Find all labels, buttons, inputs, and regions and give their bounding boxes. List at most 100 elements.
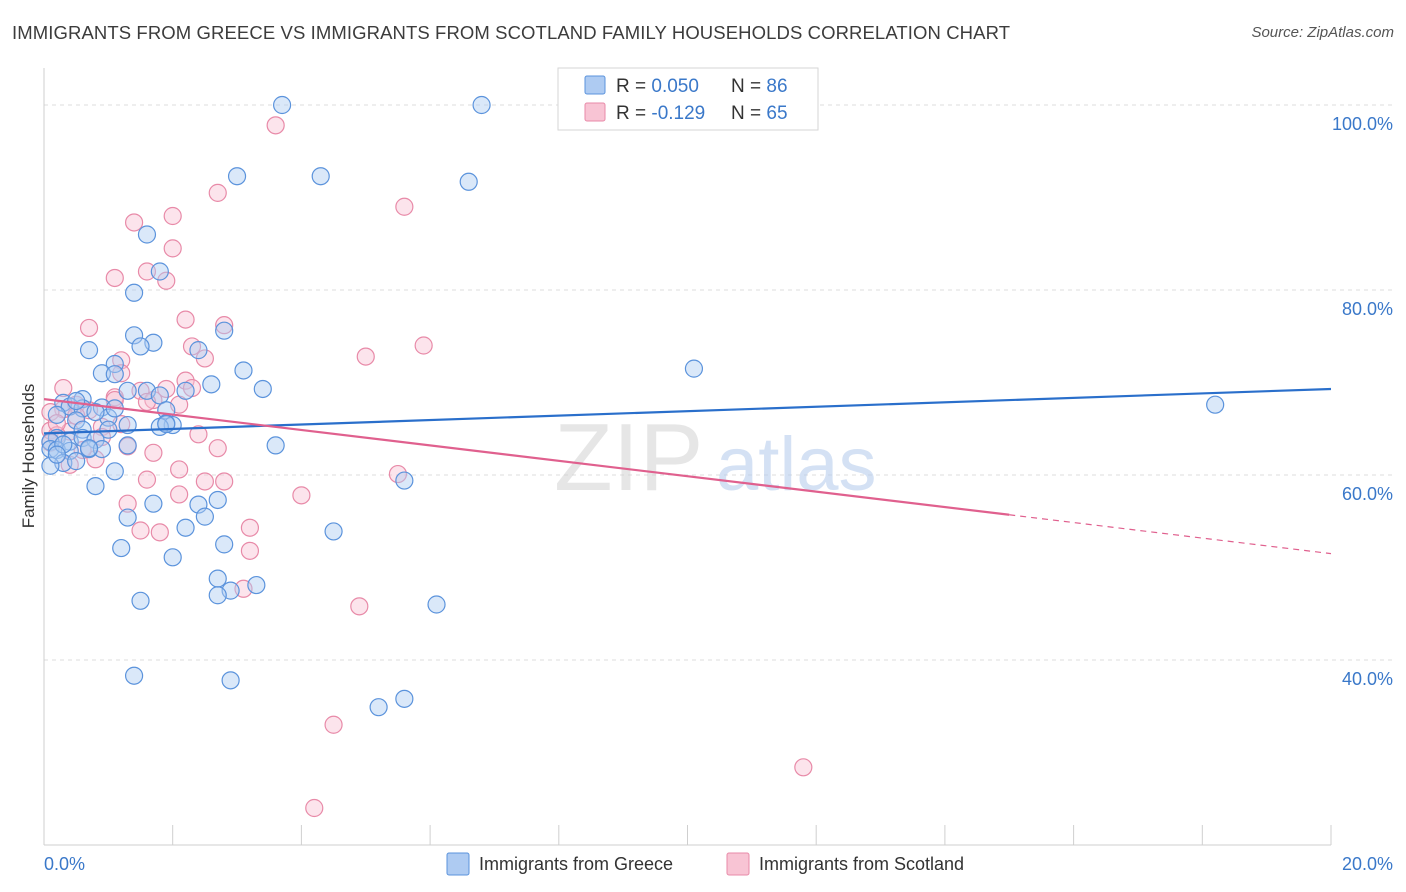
greece-point — [124, 326, 144, 345]
gridlines — [44, 104, 1393, 661]
scotland-point — [240, 541, 260, 560]
scotland-point — [131, 381, 150, 400]
scotland-point — [54, 378, 73, 398]
greece-point — [86, 477, 105, 496]
scotland-point — [176, 310, 195, 329]
stats-legend: R = 0.050 N = 86 R = -0.129 N = 65 — [557, 67, 819, 131]
scotland-point — [395, 197, 414, 216]
series-legend-label-scotland: Immigrants from Scotland — [759, 854, 964, 874]
greece-point — [311, 167, 330, 186]
greece-point — [105, 354, 124, 374]
scotland-point — [150, 523, 169, 542]
scotland-point — [176, 371, 195, 390]
series-legend: Immigrants from Greece Immigrants from S… — [446, 852, 964, 876]
stats-legend-scotland-r-label: R = — [616, 103, 651, 124]
greece-point — [41, 456, 60, 475]
scotland-point — [112, 364, 131, 383]
scotland-point — [350, 597, 369, 616]
x-tick-label-left: 0.0% — [44, 854, 85, 874]
scotland-point — [215, 472, 234, 491]
y-tick-label: 80.0% — [1342, 299, 1393, 319]
greece-point — [131, 337, 150, 356]
greece-point — [67, 391, 86, 411]
greece-point — [118, 381, 137, 400]
scotland-point — [157, 379, 176, 399]
greece-point — [253, 379, 272, 399]
scotland-point — [794, 758, 813, 777]
scotland-point — [124, 213, 144, 232]
greece-point — [79, 439, 99, 458]
greece-point — [131, 591, 150, 610]
greece-point — [215, 321, 234, 340]
stats-legend-swatch-scotland — [584, 102, 606, 122]
greece-point — [395, 689, 414, 708]
scotland-point — [105, 268, 124, 288]
y-tick-label: 60.0% — [1342, 484, 1393, 504]
greece-point — [684, 359, 704, 378]
y-tick-label: 40.0% — [1342, 669, 1393, 689]
y-tick-label: 100.0% — [1332, 114, 1393, 134]
scotland-point — [215, 316, 234, 335]
stats-legend-scotland-n-value: 65 — [766, 103, 787, 124]
scotland-point — [86, 450, 105, 469]
scotland-trend-line — [43, 398, 1010, 516]
greece-point — [67, 411, 86, 430]
axes — [43, 68, 1332, 846]
greece-point — [54, 435, 73, 454]
greece-point — [105, 365, 124, 384]
greece-point — [112, 538, 131, 558]
scotland-point — [208, 439, 227, 458]
greece-point — [47, 445, 66, 464]
greece-point — [195, 507, 214, 526]
greece-point — [79, 341, 99, 360]
greece-point — [118, 436, 137, 455]
greece-point — [92, 364, 112, 383]
greece-point — [105, 462, 124, 481]
scotland-point — [189, 425, 208, 444]
scotland-trend-extension — [1009, 514, 1332, 555]
greece-point — [124, 666, 144, 685]
greece-point — [208, 490, 227, 510]
stats-legend-swatch-greece — [584, 75, 606, 95]
series-legend-swatch-scotland — [726, 852, 750, 876]
x-tick-labels: 0.0% 20.0% — [44, 854, 1393, 874]
greece-point — [427, 595, 446, 614]
scotland-point — [170, 460, 189, 479]
stats-legend-greece-n-label: N = — [731, 76, 766, 97]
greece-point — [208, 569, 227, 588]
greece-point — [459, 172, 478, 191]
scotland-point — [292, 486, 311, 505]
scotland-point — [305, 798, 324, 818]
scotland-point — [163, 239, 182, 258]
y-tick-labels: 100.0% 80.0% 60.0% 40.0% — [1332, 114, 1393, 689]
stats-legend-scotland-n-label: N = — [731, 103, 766, 124]
greece-point — [215, 535, 234, 554]
scotland-point — [324, 715, 343, 734]
chart-source: Source: ZipAtlas.com — [1251, 24, 1394, 41]
greece-point — [227, 167, 247, 186]
series-legend-swatch-greece — [446, 852, 470, 876]
scotland-point — [170, 485, 189, 504]
scotland-point — [356, 347, 375, 366]
greece-point — [163, 548, 182, 567]
greece-trend-line — [43, 387, 1332, 435]
greece-point — [202, 375, 221, 394]
greece-point — [324, 522, 343, 541]
greece-point — [67, 452, 86, 471]
scotland-point — [131, 521, 150, 540]
greece-point — [369, 698, 388, 717]
greece-point — [92, 440, 112, 459]
scotland-point — [137, 262, 157, 281]
scotland-point — [388, 464, 408, 484]
greece-point — [221, 671, 240, 690]
greece-point — [272, 95, 292, 115]
scotland-point — [163, 206, 182, 226]
stats-legend-scotland-r-value: -0.129 — [651, 103, 705, 124]
greece-point — [99, 420, 118, 439]
stats-legend-row-greece: R = 0.050 N = 86 — [616, 76, 788, 97]
greece-point — [208, 586, 227, 605]
scotland-point — [157, 271, 176, 290]
greece-point — [47, 405, 66, 424]
stats-legend-greece-r-label: R = — [616, 76, 651, 97]
